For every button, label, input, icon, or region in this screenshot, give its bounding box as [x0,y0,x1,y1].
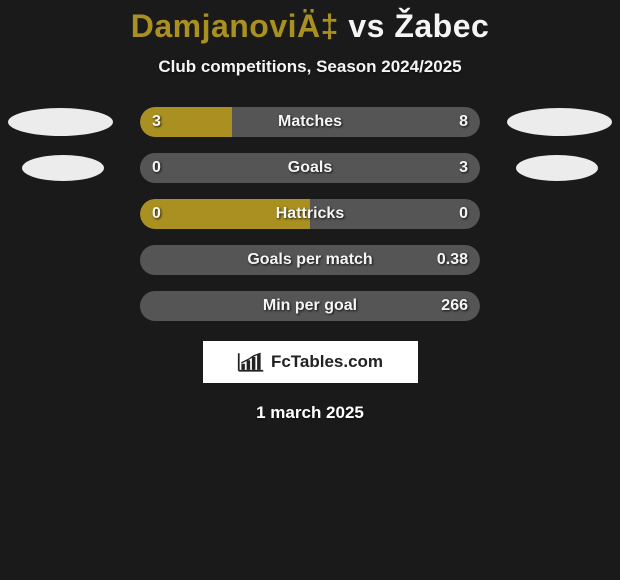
stat-bar-right [232,107,480,137]
stat-bar-right [310,199,480,229]
stat-row: 03Goals [70,153,550,183]
stat-bar-right [140,291,480,321]
stat-row: 00Hattricks [70,199,550,229]
stat-rows: 38Matches03Goals00Hattricks0.38Goals per… [70,107,550,321]
stat-bar-right [140,153,480,183]
stat-value-right: 266 [441,291,468,321]
player1-badge [22,155,104,181]
stat-bar-track [140,153,480,183]
vs-separator: vs [348,8,385,44]
stat-value-right: 0.38 [437,245,468,275]
date-label: 1 march 2025 [0,403,620,423]
stat-value-left: 0 [152,199,161,229]
stat-value-left: 0 [152,153,161,183]
subtitle: Club competitions, Season 2024/2025 [0,57,620,77]
stat-row: 0.38Goals per match [70,245,550,275]
player2-name: Žabec [394,8,489,44]
player1-badge [8,108,113,136]
stat-bar-track [140,245,480,275]
stat-value-right: 0 [459,199,468,229]
player1-name: DamjanoviÄ‡ [131,8,339,44]
comparison-widget: DamjanoviÄ‡ vs Žabec Club competitions, … [0,0,620,423]
stat-value-left: 3 [152,107,161,137]
stat-row: 38Matches [70,107,550,137]
stat-bar-left [140,199,310,229]
stat-value-right: 8 [459,107,468,137]
player2-badge [507,108,612,136]
stat-value-right: 3 [459,153,468,183]
stat-bar-track [140,291,480,321]
stat-bar-track [140,107,480,137]
stat-bar-track [140,199,480,229]
brand-badge[interactable]: FcTables.com [203,341,418,383]
stat-row: 266Min per goal [70,291,550,321]
player2-badge [516,155,598,181]
brand-text: FcTables.com [271,352,383,372]
stat-bar-right [140,245,480,275]
page-title: DamjanoviÄ‡ vs Žabec [0,8,620,45]
bar-chart-icon [237,351,265,373]
